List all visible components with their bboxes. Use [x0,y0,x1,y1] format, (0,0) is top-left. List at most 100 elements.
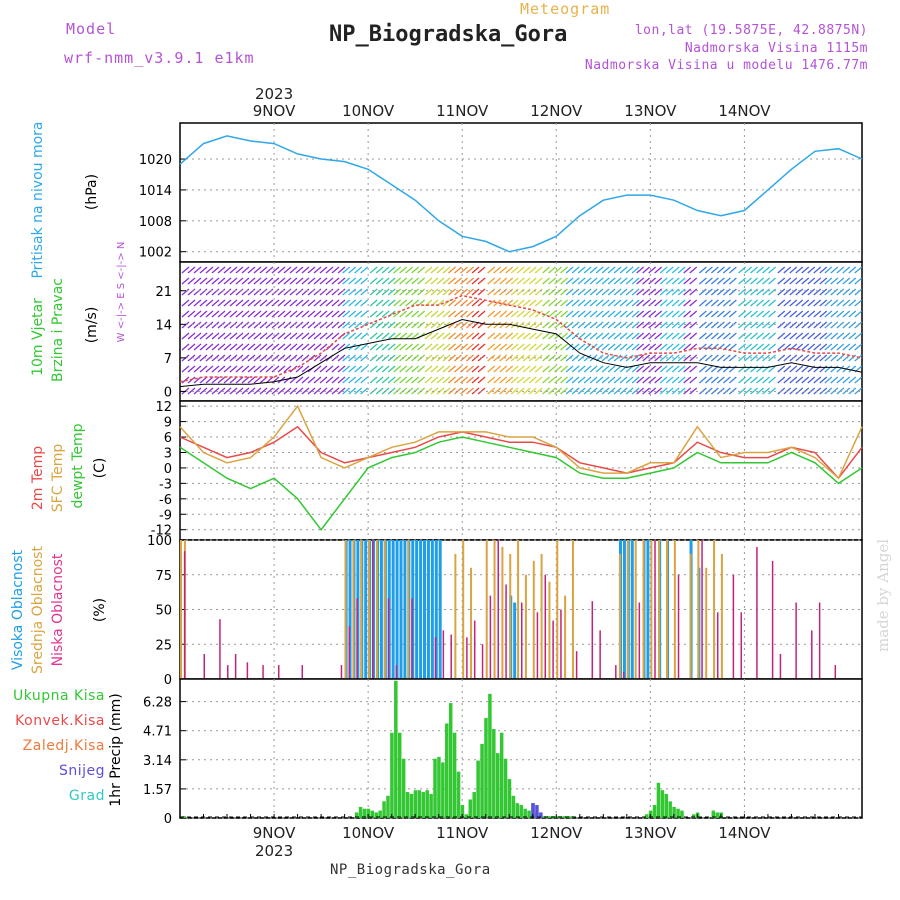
cloud-low-bar [740,612,742,679]
precip-total-bar [691,814,696,818]
top-day-label: 13NOV [624,102,677,120]
y-tick-label: 0 [164,812,172,827]
cloud-low-bar [732,574,735,679]
cloud-high-bar [438,540,442,679]
station-title: NP_Biogradska_Gora [329,22,568,47]
wind-unit: (m/s) [84,307,100,344]
cloud-low-bar [411,598,413,679]
sfc-temp-line [179,404,863,480]
cloud-mid-bar [666,540,669,679]
cloud-low-bar [622,672,625,679]
wind-label: 10m Vjetar [30,298,46,376]
cloud-low-bar [372,540,374,679]
y-tick-label: 3 [164,446,172,461]
cloud-mid-bar [673,540,676,679]
cloud-high-bar [419,540,423,679]
cloud-low-bar [521,602,523,679]
precip-snow-bar [539,812,543,818]
cloud-mid-bar [697,540,700,679]
cloud-mid-label: Srednja Oblacnost [30,546,46,674]
precip-total-bar [405,792,410,818]
y-tick-label: 7 [164,352,172,367]
bottom-date-axis: 9NOV 10NOV 11NOV 12NOV 13NOV 14NOV 2023 [179,814,863,860]
y-tick-label: 9 [164,416,172,431]
wind-direction-band [487,266,514,395]
precip-legend-item: Konvek.Kisa [15,713,105,729]
cloud-high-bar [379,540,383,679]
wind-label-2: Brzina i Pravac [50,278,66,382]
cloud-low-bar [481,644,484,679]
wind-direction-band [181,266,346,395]
cloud-high-bar [348,540,352,679]
precip-legend-item: Ukupna Kisa [13,688,105,704]
cloud-high-bar [646,540,650,679]
precip-total-bar [495,753,500,818]
cloud-low-bar [466,637,468,679]
cloud-mid-bar [642,540,645,679]
cloud-mid-bar [524,574,527,679]
cloud-mid-bar [509,553,512,679]
cloud-low-bar [497,540,499,679]
precip-total-bar [523,808,527,818]
cloud-low-label: Niska Oblacnost [50,553,66,666]
bottom-day-label: 10NOV [342,824,395,842]
cloud-low-bar [599,630,601,679]
precip-total-bar [488,693,492,818]
precip-total-bar [468,799,473,818]
dewpt-line [179,436,863,531]
cloud-low-bar [505,584,507,679]
precip-total-bar [476,760,480,818]
cloud-mid-bar [470,567,473,679]
cloud-low-bar [442,630,445,679]
cloud-mid-bar [564,595,567,679]
cloud-mid-bar [618,553,621,679]
cloud-low-bar [219,619,221,679]
precip-total-bar [660,790,665,818]
cloud-mid-bar [556,540,559,679]
precip-total-bar [182,816,186,818]
bottom-day-label: 12NOV [530,824,583,842]
cloud-mid-bar [360,540,363,679]
cloud-mid-bar [634,540,637,679]
cloud-low-bar [473,620,476,679]
precip-total-bar [652,805,657,818]
cloud-high-bar [426,540,430,679]
wind-direction-band [659,266,686,395]
precip-total-bar [452,732,457,818]
wind-direction-band [510,266,543,395]
precip-total-bar [680,810,684,818]
cloud-mid-bar [713,540,716,679]
precip-legend-item: Zaledj.Kisa [23,738,105,754]
cloud-high-bar [423,540,427,679]
model-name: wrf-nmm_v3.9.1 e1km [64,49,255,67]
precip-total-bar [413,790,418,818]
cloud-low-bar [356,598,358,679]
precip-total-bar [394,680,398,818]
precip-total-bar [519,805,523,818]
y-tick-label: 100 [147,534,172,549]
precip-total-bar [460,805,465,818]
cloud-high-bar [622,540,626,679]
cloud-low-bar [811,630,813,679]
precip-total-bar [664,793,669,818]
wind-compass: W <-|-> E S <-|-> N [116,242,127,343]
t2m-line [179,425,863,480]
bottom-year-label: 2023 [255,842,293,860]
y-tick-label: 1.57 [143,783,172,798]
cloud-low-bar [434,637,437,679]
cloud-low-bar [262,665,264,679]
cloud-high-bar [430,540,434,679]
model-label: Model [66,20,117,38]
cloud-mid-bar [501,546,504,679]
y-tick-label: 1020 [139,153,172,168]
precip-total-bar [433,758,437,818]
y-tick-label: 4.71 [143,725,172,740]
precip-total-bar [715,812,719,818]
precip-total-bar [503,758,508,818]
cloud-mid-bar [493,540,496,679]
cloud-low-bar [489,595,492,679]
cloud-low-bar [395,665,398,679]
cloud-low-bar [638,602,641,679]
